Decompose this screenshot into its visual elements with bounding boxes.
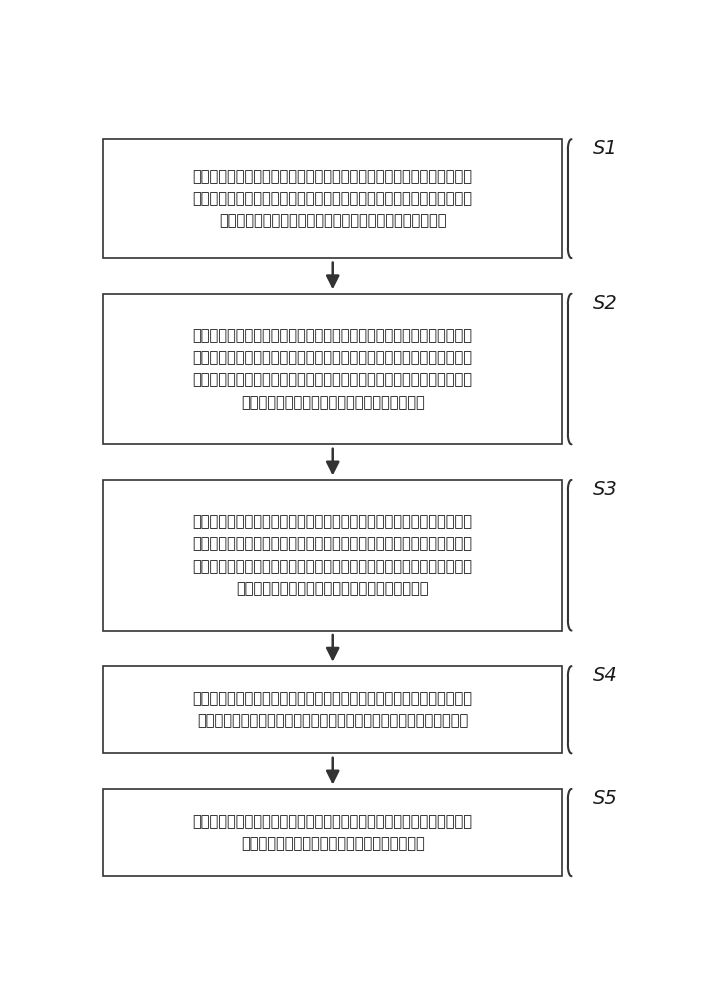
Bar (103, 789, 563, 876)
Bar (103, 139, 563, 258)
Text: 取预测时刻及前后的、时刻的数值天气预报的第一数据、当前时刻及其之
前某一时间段的数值天气预报的第二数据，并计算所述第一数据与每一时
刻的所述第二数据的相似度，同: 取预测时刻及前后的、时刻的数值天气预报的第一数据、当前时刻及其之 前某一时间段的… (193, 328, 473, 410)
Text: S3: S3 (593, 480, 618, 499)
Text: 根据加权累计后得出的第一加权累计方差和第二加权累计方差，计算所述
第二预测辐照度所占的第一权重和所述第一预测辐照度所占的第二权重: 根据加权累计后得出的第一加权累计方差和第二加权累计方差，计算所述 第二预测辐照度… (193, 691, 473, 728)
Bar (103, 294, 563, 444)
Text: 利用读取的当前时刻及其之前某一时间段的光伏电站的实际辐照度数据训
练支持向量回归模型，得到训练后的支持向量回归模型，同时利用训练后
的模型对预测时刻的辐照度进行: 利用读取的当前时刻及其之前某一时间段的光伏电站的实际辐照度数据训 练支持向量回归… (193, 169, 473, 228)
Text: 读取与所述第三数据中每一时刻相对应的光伏电站的实际辐照度和第一预
测辐照度，并分别计算第一数据的第二预测辐照度与实际辐照度的第一方
差以及所述第一预测辐照度与实: 读取与所述第三数据中每一时刻相对应的光伏电站的实际辐照度和第一预 测辐照度，并分… (193, 514, 473, 596)
Text: S2: S2 (593, 294, 618, 313)
Text: S1: S1 (593, 139, 618, 158)
Text: 根据所述第一预测辐照度、所述第二预测辐照度、第一权重和第二权重，
计算得到预测时刻的光伏电站超短期预测辐照度: 根据所述第一预测辐照度、所述第二预测辐照度、第一权重和第二权重， 计算得到预测时… (193, 814, 473, 851)
Bar (103, 480, 563, 631)
Text: S5: S5 (593, 789, 618, 808)
Bar (103, 666, 563, 753)
Text: S4: S4 (593, 666, 618, 685)
